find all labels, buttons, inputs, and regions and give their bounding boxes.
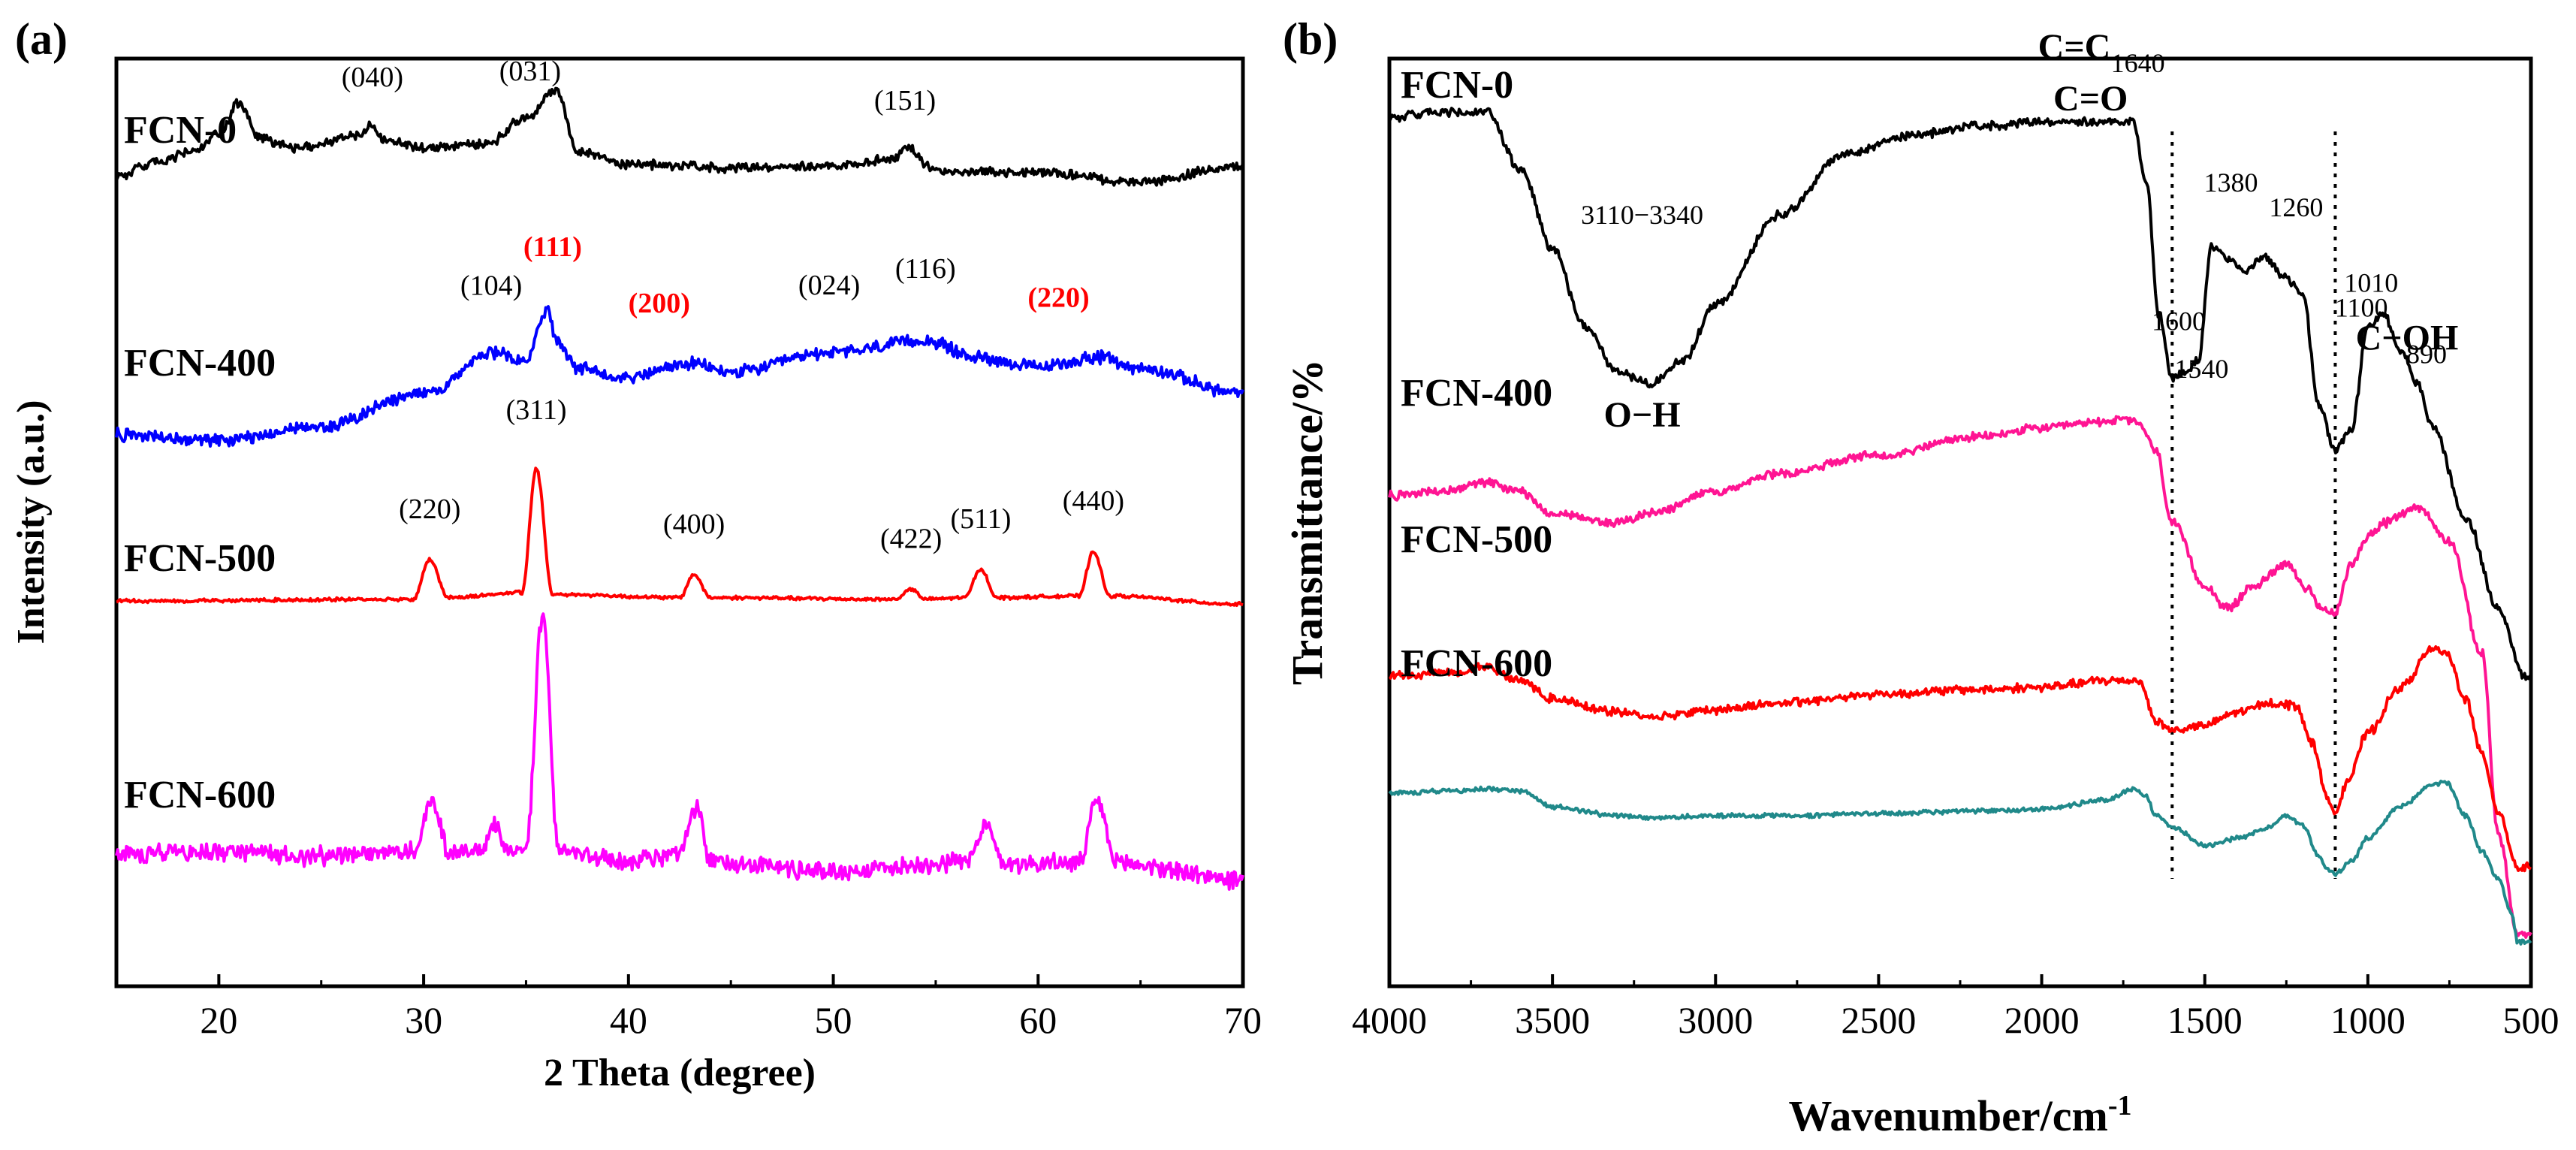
x-tick-label: 40 — [610, 999, 647, 1041]
x-tick-label: 1500 — [2167, 999, 2243, 1041]
annotation-890: 890 — [2406, 339, 2447, 369]
series-name-fcn-400: FCN-400 — [124, 342, 276, 385]
peak-label: (111) — [523, 231, 582, 263]
x-axis-unit-superscript: -1 — [2108, 1090, 2132, 1121]
annotation-1260: 1260 — [2269, 192, 2323, 222]
annotation-c-c: C=C — [2038, 27, 2111, 67]
series-name-fcn-0: FCN-0 — [1401, 64, 1513, 107]
peak-label: (104) — [460, 270, 522, 301]
x-tick-label: 20 — [200, 999, 237, 1041]
peak-label: (200) — [629, 288, 690, 319]
peak-label: (151) — [874, 85, 936, 116]
peak-label: (116) — [895, 253, 956, 285]
annotation-1380: 1380 — [2203, 168, 2258, 198]
panel-b: (b) 4000 3500 3000 2500 2000 1500 1000 500 FCN-… — [1283, 14, 2559, 1140]
panel-b-x-axis-label: Wavenumber/cm-1 — [1789, 1090, 2132, 1140]
series-name-fcn-600: FCN-600 — [1401, 642, 1552, 685]
x-tick-label: 30 — [405, 999, 442, 1041]
peak-label: (031) — [499, 56, 561, 87]
x-tick-label: 500 — [2503, 999, 2559, 1041]
panel-a-series — [115, 86, 1244, 891]
series-line-fcn-400 — [115, 305, 1244, 448]
panel-a-x-ticks: 20 30 40 50 60 70 — [115, 974, 1262, 1041]
series-line-fcn-500 — [1388, 645, 2532, 873]
peak-label: (024) — [798, 270, 860, 301]
x-tick-label: 2500 — [1841, 999, 1916, 1041]
x-tick-label: 3000 — [1678, 999, 1753, 1041]
series-line-fcn-400 — [1388, 415, 2532, 939]
panel-b-series-names: FCN-0 FCN-400 FCN-500 FCN-600 — [1401, 64, 1552, 685]
series-name-fcn-0: FCN-0 — [124, 109, 237, 152]
panel-b-y-axis-label: Transmittance/% — [1283, 359, 1332, 685]
panel-b-label: (b) — [1283, 14, 1338, 64]
series-line-fcn-0 — [1388, 107, 2532, 681]
panel-a-label: (a) — [15, 14, 68, 64]
peak-label: (440) — [1063, 485, 1124, 517]
series-line-fcn-600 — [1388, 780, 2532, 946]
series-name-fcn-500: FCN-500 — [1401, 518, 1552, 561]
series-name-fcn-400: FCN-400 — [1401, 372, 1552, 415]
panel-a: (a) 20 30 40 50 60 70 FCN-0FCN-400FCN-500FCN-… — [10, 14, 1262, 1094]
panel-a-x-axis-label: 2 Theta (degree) — [544, 1052, 816, 1094]
x-tick-label: 2000 — [2004, 999, 2080, 1041]
annotation-1600: 1600 — [2152, 306, 2206, 337]
peak-label: (311) — [506, 394, 567, 426]
panel-b-reference-lines — [2170, 131, 2337, 879]
series-name-fcn-500: FCN-500 — [124, 537, 276, 580]
panel-b-series — [1388, 107, 2532, 946]
x-tick-label: 70 — [1224, 999, 1262, 1041]
series-name-fcn-600: FCN-600 — [124, 774, 276, 816]
panel-a-y-axis-label: Intensity (a.u.) — [10, 400, 53, 644]
panel-a-peak-labels: (040) (031) (151) (104)(111) (200) (024) (116)… — [342, 56, 1124, 555]
annotation-1010: 1010 — [2344, 268, 2398, 298]
panel-a-series-names: FCN-0 FCN-400 FCN-500 FCN-600 — [124, 109, 276, 816]
x-tick-label: 3500 — [1515, 999, 1590, 1041]
x-tick-label: 50 — [815, 999, 852, 1041]
peak-label: (511) — [950, 503, 1011, 535]
series-line-fcn-500 — [116, 466, 1244, 607]
annotation-3110-3340: 3110−3340 — [1581, 200, 1703, 230]
peak-label: (220) — [399, 494, 460, 525]
peak-label: (040) — [342, 62, 403, 93]
panel-b-x-ticks: 4000 3500 3000 2500 2000 1500 1000 500 — [1352, 974, 2559, 1041]
x-tick-label: 60 — [1019, 999, 1057, 1041]
annotation-o-h: O−H — [1604, 395, 1681, 435]
x-tick-label: 1000 — [2330, 999, 2406, 1041]
peak-label: (400) — [663, 509, 725, 540]
peak-label: (422) — [880, 524, 942, 555]
annotation-1640: 1640 — [2111, 48, 2165, 78]
annotation-1100: 1100 — [2335, 293, 2388, 323]
peak-label: (220) — [1027, 282, 1089, 314]
annotation-1540: 1540 — [2174, 354, 2228, 384]
panel-a-frame — [114, 56, 1245, 989]
annotation-c-oh: C−OH — [2356, 318, 2459, 358]
x-tick-label: 4000 — [1352, 999, 1427, 1041]
series-line-fcn-0 — [115, 86, 1244, 187]
series-line-fcn-600 — [115, 612, 1244, 891]
annotation-c-o: C=O — [2053, 79, 2128, 119]
